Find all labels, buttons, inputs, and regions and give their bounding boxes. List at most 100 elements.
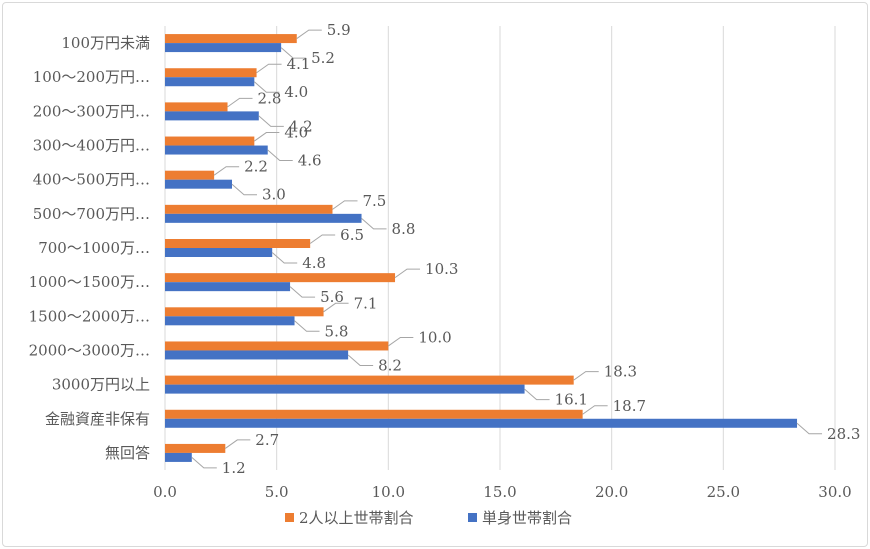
data-label-two-person: 10.0 — [418, 328, 451, 346]
data-label-single: 5.8 — [325, 322, 349, 340]
category-label: 無回答 — [105, 444, 150, 462]
bar-two-person — [165, 307, 324, 317]
x-axis-tick-labels: 0.0 5.0 10.0 15.0 20.0 25.0 30.0 — [153, 483, 852, 501]
bar-single — [165, 43, 282, 53]
x-tick-label: 15.0 — [483, 483, 516, 501]
data-label-single: 4.8 — [302, 254, 326, 272]
x-tick-label: 20.0 — [595, 483, 628, 501]
data-labels: 5.9 4.1 2.84.0 2.2 7.5 6.5 10.3 7.1 10.0 18.3 18.7… — [222, 21, 861, 477]
leader-line — [524, 388, 550, 401]
bar-two-person — [165, 68, 257, 78]
leader-line — [296, 29, 322, 39]
bar-two-person — [165, 409, 583, 419]
leader-line — [796, 422, 823, 435]
x-tick-label: 30.0 — [818, 483, 851, 501]
x-tick-label: 0.0 — [153, 483, 177, 501]
leader-line — [213, 166, 240, 176]
bar-single — [165, 316, 295, 326]
leader-line — [323, 302, 349, 313]
bar-single — [165, 145, 268, 155]
leader-line — [332, 200, 358, 210]
legend-label-two-person: 2人以上世帯割合 — [299, 509, 414, 527]
bar-single — [165, 282, 291, 292]
leader-line — [309, 234, 336, 244]
leader-line — [394, 268, 421, 279]
data-label-single: 4.0 — [284, 83, 308, 101]
x-tick-label: 25.0 — [707, 483, 740, 501]
bar-single — [165, 111, 259, 121]
leader-line — [573, 371, 599, 381]
category-label: 300〜400万円… — [33, 137, 150, 155]
leader-line — [294, 320, 320, 332]
data-label-two-person: 10.3 — [425, 260, 458, 278]
bar-two-person — [165, 102, 228, 112]
bar-single — [165, 418, 798, 428]
bar-two-person — [165, 239, 311, 248]
data-label-two-person: 4.1 — [287, 55, 311, 73]
data-label-two-person: 5.9 — [327, 21, 351, 39]
leader-line — [267, 149, 293, 162]
bar-two-person — [165, 136, 255, 146]
data-label-two-person: 2.8 — [258, 89, 282, 107]
legend-swatch-single — [468, 513, 477, 522]
data-label-single: 5.6 — [320, 288, 344, 306]
x-tick-label: 10.0 — [372, 483, 405, 501]
category-label: 200〜300万円… — [33, 102, 150, 120]
legend: 2人以上世帯割合 単身世帯割合 — [285, 509, 572, 527]
bar-single — [165, 248, 273, 257]
data-label-single: 4.6 — [298, 152, 322, 170]
category-label: 1500〜2000万… — [29, 307, 150, 325]
category-label: 100〜200万円… — [33, 68, 150, 86]
bar-two-person — [165, 341, 389, 351]
category-label: 金融資産非保有 — [45, 410, 150, 428]
bar-two-person — [165, 273, 396, 283]
data-label-single: 3.0 — [262, 186, 286, 204]
bar-two-person — [165, 375, 574, 385]
bars — [165, 34, 798, 462]
leader-line — [225, 439, 251, 449]
data-label-two-person: 7.1 — [354, 294, 378, 312]
bar-two-person — [165, 443, 226, 453]
data-label-single: 4.2 — [289, 117, 313, 135]
leader-line — [280, 47, 307, 59]
bar-single — [165, 452, 192, 462]
leader-line — [254, 132, 280, 142]
bar-two-person — [165, 204, 333, 214]
leader-line — [227, 97, 253, 108]
bar-single — [165, 77, 255, 87]
category-label: 400〜500万円… — [33, 171, 150, 189]
category-label: 500〜700万円… — [33, 205, 150, 223]
legend-swatch-two-person — [285, 513, 294, 522]
category-label: 3000万円以上 — [52, 376, 150, 394]
data-label-two-person: 4.0 — [284, 124, 308, 142]
leader-line — [254, 81, 280, 93]
leader-line — [256, 63, 282, 74]
leader-line — [258, 115, 284, 127]
data-label-single: 16.1 — [555, 391, 588, 409]
category-label: 100万円未満 — [61, 34, 150, 52]
x-tick-label: 5.0 — [265, 483, 289, 501]
data-label-two-person: 2.7 — [255, 431, 279, 449]
data-label-single: 28.3 — [827, 425, 860, 443]
leader-line — [347, 354, 374, 366]
leader-line — [271, 252, 298, 264]
bar-single — [165, 213, 362, 223]
category-label: 1000〜1500万… — [29, 273, 150, 291]
data-label-two-person: 18.7 — [613, 397, 646, 415]
data-label-single: 1.2 — [222, 459, 246, 477]
data-label-single: 8.2 — [378, 356, 402, 374]
leader-line — [289, 286, 316, 298]
bar-single — [165, 384, 525, 394]
data-label-two-person: 7.5 — [363, 192, 387, 210]
legend-label-single: 単身世帯割合 — [482, 509, 572, 527]
data-label-two-person: 2.2 — [244, 158, 268, 176]
bar-two-person — [165, 170, 215, 180]
leader-line — [388, 336, 414, 347]
data-label-two-person: 6.5 — [340, 226, 364, 244]
bar-single — [165, 179, 232, 189]
category-label: 700〜1000万… — [38, 239, 150, 257]
leader-line — [191, 457, 217, 469]
category-labels: 100万円未満 100〜200万円… 200〜300万円… 300〜400万円… 400… — [29, 34, 150, 462]
bar-single — [165, 350, 349, 360]
